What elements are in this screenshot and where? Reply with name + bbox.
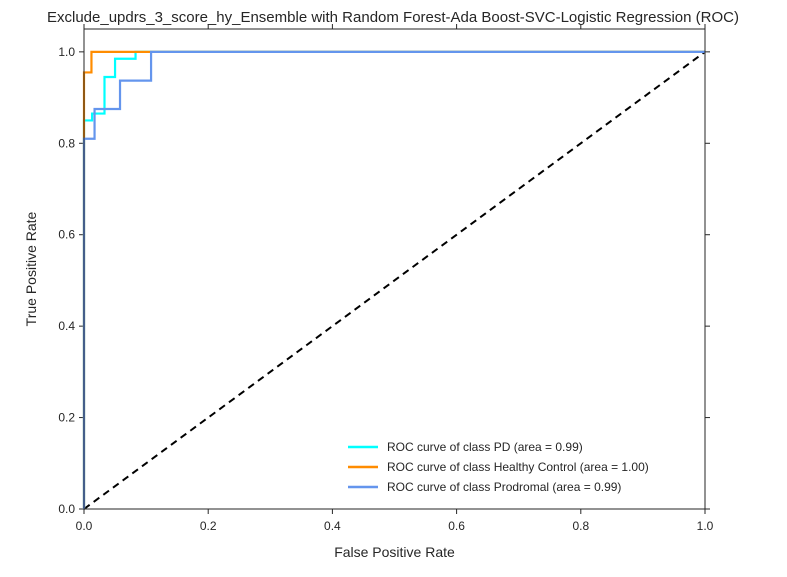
chart-title: Exclude_updrs_3_score_hy_Ensemble with R… (47, 9, 739, 26)
y-tick-label: 0.8 (58, 136, 75, 150)
x-tick-label: 0.0 (76, 519, 93, 533)
x-tick-label: 0.8 (572, 519, 589, 533)
legend-label: ROC curve of class Prodromal (area = 0.9… (387, 480, 621, 494)
axis-ticks: 0.0 0.2 0.4 0.6 0.8 1.0 0.0 0.2 0.4 0.6 0.8 1.0 (58, 24, 714, 533)
roc-curve-prodromal (82, 50, 705, 509)
x-tick-label: 0.6 (448, 519, 465, 533)
legend-item-pd: ROC curve of class PD (area = 0.99) (348, 440, 583, 454)
chance-diagonal-line (83, 51, 706, 510)
x-axis-label: False Positive Rate (334, 544, 455, 560)
x-tick-label: 0.2 (200, 519, 217, 533)
y-tick-label: 0.0 (58, 502, 75, 516)
y-tick-label: 0.2 (58, 411, 75, 425)
plot-frame (83, 28, 706, 510)
legend-item-prodromal: ROC curve of class Prodromal (area = 0.9… (348, 480, 621, 494)
roc-curve-pd (82, 50, 705, 509)
legend: ROC curve of class PD (area = 0.99) ROC c… (348, 440, 649, 494)
y-tick-label: 1.0 (58, 45, 75, 59)
legend-label: ROC curve of class Healthy Control (area… (387, 460, 649, 474)
x-tick-label: 1.0 (697, 519, 714, 533)
legend-label: ROC curve of class PD (area = 0.99) (387, 440, 583, 454)
y-tick-label: 0.6 (58, 228, 75, 242)
legend-item-healthy-control: ROC curve of class Healthy Control (area… (348, 460, 649, 474)
y-tick-label: 0.4 (58, 319, 75, 333)
x-tick-label: 0.4 (324, 519, 341, 533)
y-axis-label: True Positive Rate (23, 211, 39, 326)
